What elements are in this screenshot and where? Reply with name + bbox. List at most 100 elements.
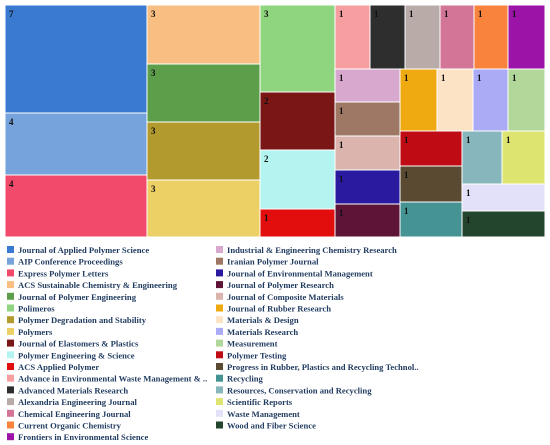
legend-item-express-polymer-letters: Express Polymer Letters [7,268,109,278]
legend-swatch [216,409,223,417]
legend-label: Journal of Elastomers & Plastics [18,339,139,349]
legend-swatch [216,281,223,289]
treemap-rect [259,149,336,210]
legend-swatch [7,386,14,394]
legend-item-industrial-and-engineering-chemistry-research: Industrial & Engineering Chemistry Resea… [216,245,397,255]
treemap-rect [334,203,401,238]
treemap-cell-journal-of-polymer-engineering: 3 [146,63,261,123]
treemap-value-label: 1 [477,73,482,83]
treemap-cell-journal-of-environmental-management: 1 [334,169,401,205]
treemap-cell-current-organic-chemistry: 1 [473,4,509,70]
treemap-value-label: 1 [404,135,409,145]
legend-label: Chemical Engineering Journal [18,409,131,419]
treemap-cell-recycling: 1 [399,201,463,238]
legend-item-chemical-engineering-journal: Chemical Engineering Journal [7,409,131,419]
treemap-cell-scientific-reports: 1 [501,130,546,185]
legend-swatch [216,421,223,429]
legend-swatch [7,304,14,312]
treemap-value-label: 2 [264,96,269,106]
treemap-rect [146,179,261,238]
legend-swatch [216,351,223,359]
treemap-cell-polymers: 3 [146,179,261,238]
treemap-value-label: 1 [339,174,344,184]
treemap-cell-acs-sustainable-chemistry-and-engineering: 3 [146,4,261,65]
legend-item-polymer-degradation-and-stability: Polymer Degradation and Stability [7,315,147,325]
treemap-rect [146,4,261,65]
treemap-cell-journal-of-polymer-research: 1 [334,203,401,238]
legend-item-journal-of-rubber-research: Journal of Rubber Research [216,304,331,314]
legend-swatch [7,363,14,370]
treemap-cell-chemical-engineering-journal: 1 [439,4,475,70]
treemap-value-label: 1 [374,9,379,19]
legend-item-acs-sustainable-chemistry-and-engineering: ACS Sustainable Chemistry & Engineering [7,280,178,290]
treemap-cell-progress-in-rubber-plastics-and-recycling-technol: 1 [399,165,463,203]
legend-label: Polymer Degradation and Stability [18,315,147,325]
treemap-rect [507,4,546,70]
treemap-rect [334,4,371,70]
legend-item-polymer-engineering-and-science: Polymer Engineering & Science [7,350,135,360]
legend-swatch [7,421,14,429]
treemap-rect [501,130,546,185]
treemap-rect [334,101,401,137]
treemap-value-label: 1 [466,135,471,145]
legend-swatch [7,374,14,382]
treemap-cell-polymer-engineering-and-science: 2 [259,149,336,210]
legend-label: Waste Management [227,409,300,419]
treemap-cell-advanced-materials-research: 1 [369,4,406,70]
legend-label: Polymer Testing [227,350,287,360]
treemap-value-label: 1 [404,170,409,180]
treemap-cell-frontiers-in-environmental-science: 1 [507,4,546,70]
legend-item-iranian-polymer-journal: Iranian Polymer Journal [216,257,319,267]
treemap-cell-waste-management: 1 [461,183,546,212]
treemap-rect [399,165,463,203]
legend-label: Resources, Conservation and Recycling [227,385,372,395]
legend-swatch [216,363,223,370]
legend-label: Advance in Environmental Waste Managemen… [18,374,207,384]
treemap-value-label: 3 [151,9,156,19]
treemap-cell-polymer-degradation-and-stability: 3 [146,121,261,181]
legend-item-resources-conservation-and-recycling: Resources, Conservation and Recycling [216,385,372,395]
treemap-cells: 7 4 4 3 3 3 3 3 2 2 1 1 1 1 1 1 1 1 1 1 1 1 1 1 1 1 1 1 1 1 1 1 1 [4,4,546,238]
treemap-value-label: 3 [151,184,156,194]
legend-swatch [7,398,14,406]
legend-swatch [7,269,14,277]
legend-item-materials-and-design: Materials & Design [216,315,299,325]
legend-item-recycling: Recycling [216,374,264,384]
legend-item-materials-research: Materials Research [216,327,298,337]
legend-swatch [7,292,14,300]
treemap-rect [334,169,401,205]
treemap-rect [436,68,474,132]
legend-label: AIP Conference Proceedings [18,257,123,267]
treemap-value-label: 1 [466,215,471,225]
legend-swatch [216,327,223,335]
legend-swatch [216,374,223,382]
legend-item-journal-of-environmental-management: Journal of Environmental Management [216,268,373,278]
legend-item-journal-of-elastomers-and-plastics: Journal of Elastomers & Plastics [7,339,139,349]
treemap-rect [461,210,546,238]
treemap-cell-wood-and-fiber-science: 1 [461,210,546,238]
legend-swatch [216,246,223,253]
legend-swatch [216,398,223,406]
treemap-rect [334,135,401,171]
treemap-value-label: 4 [9,117,14,127]
legend-label: Polymers [18,327,53,337]
legend-label: Advanced Materials Research [18,385,128,395]
treemap-value-label: 1 [466,188,471,198]
treemap-rect [146,63,261,123]
legend-label: Frontiers in Environmental Science [18,432,148,442]
treemap-value-label: 1 [404,206,409,216]
treemap-cell-measurement: 1 [507,68,546,132]
legend-item-progress-in-rubber-plastics-and-recycling-technol: Progress in Rubber, Plastics and Recycli… [216,362,419,372]
legend-item-journal-of-composite-materials: Journal of Composite Materials [216,292,344,302]
legend-label: Polymer Engineering & Science [18,350,135,360]
treemap-value-label: 1 [339,208,344,218]
treemap-rect [461,183,546,212]
legend-swatch [216,257,223,265]
legend-label: Journal of Polymer Research [227,280,334,290]
treemap-value-label: 1 [512,9,517,19]
legend-swatch [7,257,14,265]
legend-item-advance-in-environmental-waste-management-and: Advance in Environmental Waste Managemen… [7,374,207,384]
treemap-rect [399,201,463,238]
legend-item-current-organic-chemistry: Current Organic Chemistry [7,421,122,431]
treemap-cell-polymer-testing: 1 [399,130,463,167]
